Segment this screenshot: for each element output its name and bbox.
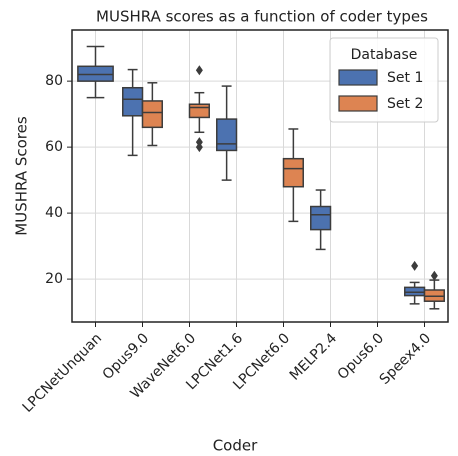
box-body: [141, 100, 163, 129]
box-body: [404, 286, 426, 297]
y-tick-label: 20: [45, 271, 63, 287]
box: [310, 189, 332, 251]
legend-swatch: [338, 69, 378, 86]
box: [188, 65, 210, 153]
outlier: [195, 65, 203, 76]
outlier: [430, 270, 438, 281]
box: [122, 68, 144, 157]
legend-swatch: [338, 95, 378, 112]
box: [141, 82, 163, 147]
box-body: [77, 65, 114, 82]
box: [216, 85, 238, 181]
x-tick-label: LPCNetUnquan: [20, 330, 106, 416]
box-body: [188, 103, 210, 119]
y-tick-label: 80: [45, 73, 63, 89]
legend-label: Set 2: [387, 96, 423, 112]
box-body: [310, 205, 332, 231]
box: [423, 270, 445, 310]
outlier: [411, 260, 419, 271]
chart-title: MUSHRA scores as a function of coder typ…: [96, 8, 428, 26]
x-tick-label: MELP2.4: [287, 330, 340, 383]
box-body: [282, 157, 304, 188]
y-tick-label: 40: [45, 205, 63, 221]
x-tick-label: Speex4.0: [377, 330, 434, 387]
box-body: [216, 118, 238, 152]
legend-title: Database: [351, 47, 418, 63]
legend-label: Set 1: [387, 70, 423, 86]
box: [77, 45, 114, 99]
y-tick-label: 60: [45, 139, 63, 155]
outlier: [195, 142, 203, 153]
y-axis-label: MUSHRA Scores: [13, 116, 31, 236]
x-axis-label: Coder: [213, 437, 258, 455]
box: [404, 260, 426, 305]
plot-frame: [71, 29, 449, 323]
box: [282, 128, 304, 223]
box-body: [122, 86, 144, 117]
